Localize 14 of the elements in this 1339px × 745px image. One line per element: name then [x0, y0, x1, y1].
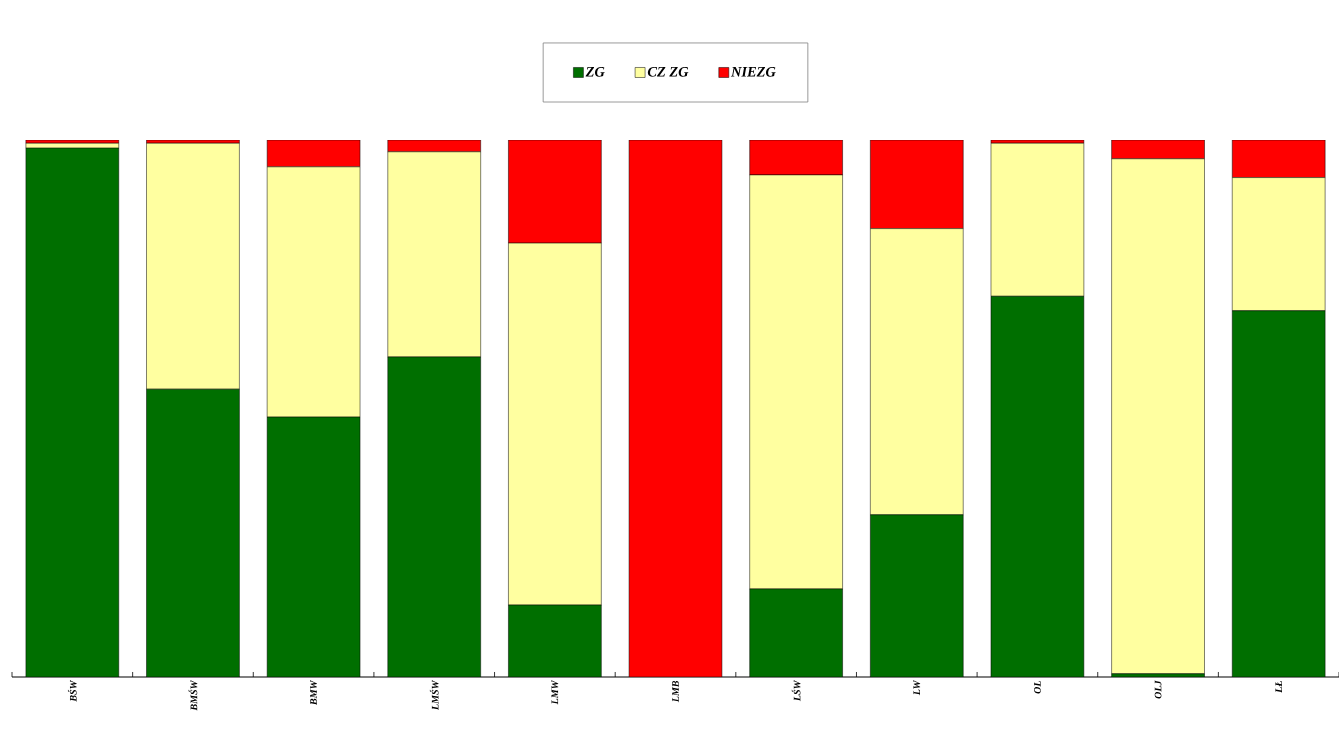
x-tick-label: BMŚW: [188, 679, 198, 711]
x-tick-label: OLJ: [1154, 680, 1162, 699]
x-tick-label: OL: [1034, 680, 1041, 694]
x-tick-label: LW: [913, 679, 921, 696]
x-tick-label: LŁ: [1275, 680, 1282, 693]
x-tick-label: LŚW: [791, 679, 801, 702]
x-tick-label: LMŚW: [429, 679, 439, 711]
legend-label: CZ ZG: [647, 66, 689, 77]
x-tick-label: LMW: [551, 679, 559, 705]
legend-label: NIEZG: [730, 66, 776, 77]
legend-label: ZG: [585, 66, 605, 77]
x-tick-label: BMW: [310, 679, 317, 706]
x-tick-label: BŚW: [67, 679, 77, 702]
x-tick-label: LMB: [672, 680, 679, 703]
